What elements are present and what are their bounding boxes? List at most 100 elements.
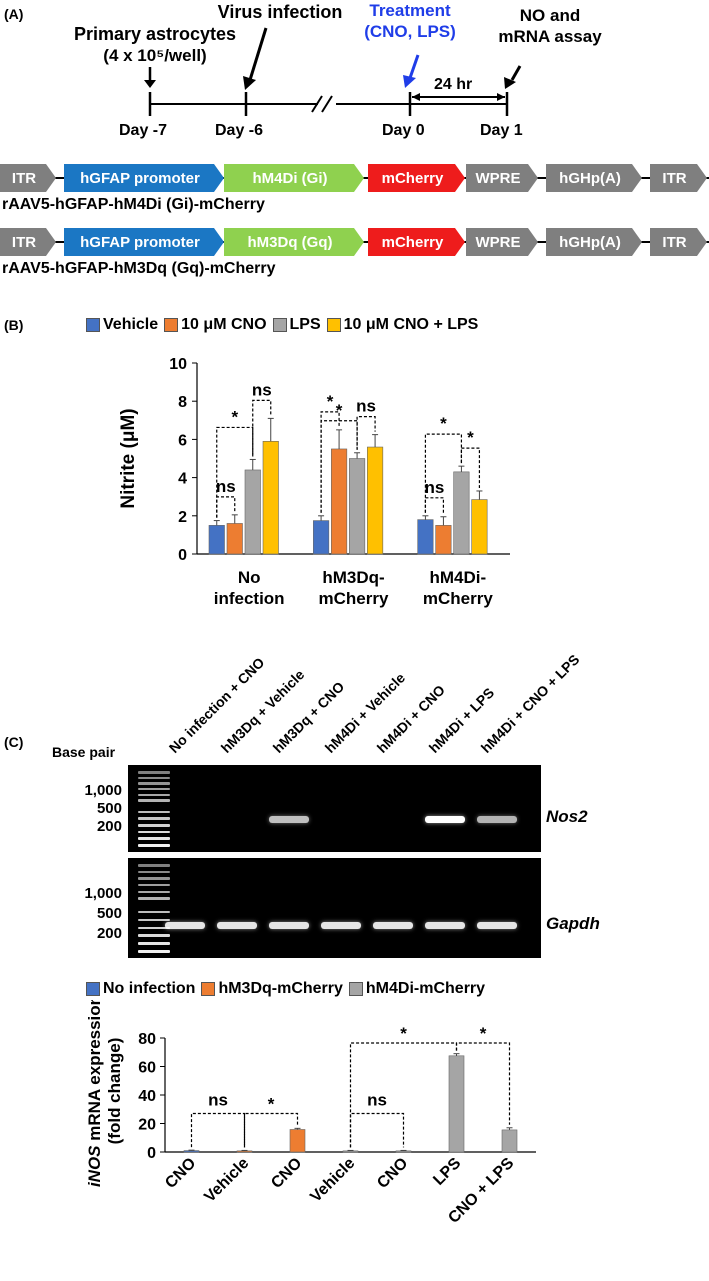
bar: [395, 1150, 412, 1153]
legend-label: 10 μM CNO: [181, 316, 267, 333]
significance-bracket: [190, 1112, 246, 1148]
y-tick-label: 8: [178, 394, 187, 411]
legend-label: 10 μM CNO + LPS: [343, 316, 479, 333]
virus-arrow: [248, 27, 268, 81]
panel-a-label: (A): [4, 6, 24, 22]
ladder-band: [138, 787, 170, 791]
legend-swatch: [348, 982, 363, 996]
legend-label: No infection: [103, 980, 196, 997]
nos2-gel: [128, 765, 541, 852]
y-axis-label: iNOS mRNA expression: [85, 1000, 104, 1187]
category-label: mCherry: [319, 589, 389, 608]
construct-element-hghp-a-: hGHp(A): [546, 228, 642, 256]
gel-band: [269, 816, 309, 823]
significance-label: *: [327, 392, 334, 411]
event-astrocytes-line1: Primary astrocytes: [73, 24, 237, 44]
event-assay-line2: mRNA assay: [498, 27, 602, 46]
interval-arrowhead-left: [412, 93, 420, 101]
significance-bracket: [455, 1042, 511, 1125]
inos-chart: 0 20 40 60 80 iNOS mRNA expression (fold chang…: [85, 1000, 536, 1227]
gel-band: [165, 922, 205, 929]
construct-name-hm3dq: rAAV5-hGFAP-hM3Dq (Gq)-mCherry: [2, 260, 276, 277]
gel-band: [217, 922, 257, 929]
bar: [226, 523, 243, 555]
bar: [313, 520, 330, 555]
legend-label: Vehicle: [103, 316, 159, 333]
significance-bracket: [356, 416, 376, 450]
significance-bracket: [349, 1042, 458, 1148]
y-tick-label: 0: [178, 547, 187, 564]
category-label: hM4Di-: [429, 568, 486, 587]
significance-bracket: [460, 447, 481, 488]
category-label: infection: [214, 589, 285, 608]
bar: [417, 519, 434, 555]
category-label: hM3Dq-: [322, 568, 384, 587]
gel-marker-label: 500: [96, 800, 122, 817]
ladder-band: [138, 897, 170, 900]
significance-bracket: [349, 1112, 405, 1148]
category-label: CNO: [374, 1155, 411, 1192]
day-label-m7: Day -7: [119, 122, 168, 139]
significance-label: *: [467, 428, 474, 447]
ladder-band: [138, 824, 170, 827]
ladder-band: [138, 883, 170, 887]
legend-swatch: [326, 318, 341, 332]
construct-element-itr: ITR: [0, 164, 56, 192]
y-axis-label-italic: iNOS: [85, 1141, 104, 1187]
construct-element-hm4di-gi-: hM4Di (Gi): [224, 164, 364, 192]
ladder-band: [138, 782, 170, 785]
ladder-band: [138, 910, 170, 914]
category-label: No: [238, 568, 261, 587]
ladder-band: [138, 830, 170, 834]
legend-label: LPS: [289, 316, 321, 333]
timeline-diagram: [144, 27, 522, 116]
construct-element-hm3dq-gq-: hM3Dq (Gq): [224, 228, 364, 256]
gel-band: [425, 816, 465, 823]
bar: [367, 446, 384, 555]
significance-bracket: [252, 399, 272, 457]
legend-label: hM4Di-mCherry: [365, 980, 486, 997]
bar: [208, 525, 225, 555]
y-axis-label-main: mRNA expression: [85, 1000, 104, 1141]
y-tick-label: 6: [178, 432, 187, 449]
construct-element-itr: ITR: [650, 164, 707, 192]
category-label: CNO: [268, 1155, 305, 1192]
gel-band: [373, 922, 413, 929]
base-pair-label: Base pair: [52, 744, 116, 760]
gel-marker-label: 500: [96, 905, 122, 922]
gel-band: [269, 922, 309, 929]
ladder-band: [138, 934, 170, 937]
y-tick-label: 2: [178, 509, 187, 526]
assay-arrow: [510, 65, 522, 81]
bar: [331, 448, 348, 555]
treatment-arrow: [408, 54, 420, 79]
significance-label: ns: [356, 397, 376, 416]
event-treatment-line2: (CNO, LPS): [364, 22, 456, 41]
gel-band: [321, 922, 361, 929]
interval-arrowhead-right: [497, 93, 505, 101]
ladder-band: [138, 793, 170, 797]
bar: [236, 1150, 253, 1153]
bar: [453, 471, 470, 555]
legend-swatch: [86, 982, 100, 996]
significance-label: *: [268, 1095, 275, 1114]
ladder-band: [138, 771, 170, 774]
gel-band: [477, 816, 517, 823]
lane-label: No infection + CNO: [165, 654, 268, 756]
gel-marker-label: 200: [96, 818, 122, 835]
panel-b-label: (B): [4, 317, 24, 333]
day-label-m6: Day -6: [215, 122, 264, 139]
panel-c-label: (C): [4, 734, 24, 750]
gel-band: [425, 922, 465, 929]
nitrite-chart: 0 2 4 6 8 10 Nitrite (μM) No infection hM3Dq-mChe…: [118, 356, 510, 608]
y-tick-label: 60: [138, 1060, 156, 1077]
construct-hm3dq: ITR hGFAP promoter hM3Dq (Gq) mCherry WPRE hG…: [0, 228, 709, 256]
y-axis-label: Nitrite (μM): [118, 408, 139, 508]
gel-gene-gapdh: Gapdh: [546, 914, 600, 933]
significance-label: *: [231, 407, 238, 426]
construct-element-itr: ITR: [650, 228, 707, 256]
ladder-band: [138, 942, 170, 945]
construct-element-wpre: WPRE: [466, 228, 538, 256]
day-label-0: Day 0: [382, 122, 425, 139]
construct-element-hgfap-promoter: hGFAP promoter: [64, 228, 224, 256]
